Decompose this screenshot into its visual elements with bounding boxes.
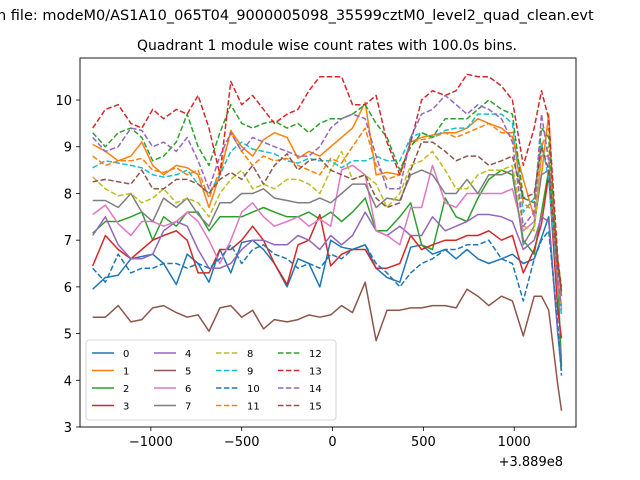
series-line-7 [92, 169, 563, 297]
series-line-3 [92, 174, 563, 339]
chart-suptitle: n file: modeM0/AS1A10_065T04_9000005098_… [0, 8, 594, 24]
series-layer [92, 73, 563, 411]
series-line-4 [92, 211, 563, 358]
series-line-12 [92, 99, 563, 288]
legend-label-4: 4 [185, 349, 191, 360]
y-tick-label: 7 [64, 234, 72, 249]
x-tick-label: −1000 [129, 435, 173, 450]
series-line-10 [92, 230, 563, 376]
x-tick-label: 1000 [498, 435, 531, 450]
y-tick-label: 6 [64, 281, 72, 296]
legend-label-10: 10 [247, 384, 260, 395]
x-offset-label: +3.889e8 [499, 455, 563, 470]
legend-box [85, 339, 337, 421]
legend-label-6: 6 [185, 384, 191, 395]
legend-label-0: 0 [123, 349, 129, 360]
series-line-8 [92, 145, 563, 287]
legend-label-5: 5 [185, 367, 191, 378]
series-line-2 [92, 169, 563, 367]
legend-label-15: 15 [309, 402, 322, 413]
legend-label-11: 11 [247, 402, 260, 413]
legend-label-12: 12 [309, 349, 322, 360]
series-line-14 [92, 94, 563, 306]
chart-title: Quadrant 1 module wise count rates with … [137, 38, 517, 54]
legend-label-13: 13 [309, 367, 322, 378]
legend-label-8: 8 [247, 349, 253, 360]
x-tick-label: 500 [411, 435, 436, 450]
series-line-1 [92, 101, 563, 297]
y-tick-label: 5 [64, 328, 72, 343]
series-line-11 [92, 122, 563, 306]
y-tick-label: 9 [64, 141, 72, 156]
legend-label-2: 2 [123, 384, 129, 395]
series-line-9 [92, 113, 563, 315]
series-line-5 [92, 281, 563, 411]
y-tick-label: 4 [64, 374, 72, 389]
y-tick-label: 8 [64, 187, 72, 202]
legend-label-14: 14 [309, 384, 322, 395]
x-tick-label: −500 [224, 435, 260, 450]
series-line-0 [92, 216, 563, 371]
legend-label-3: 3 [123, 402, 129, 413]
y-tick-label: 3 [64, 421, 72, 436]
series-line-15 [92, 141, 563, 292]
series-line-13 [92, 73, 563, 292]
x-tick-label: 0 [328, 435, 336, 450]
legend-label-9: 9 [247, 367, 253, 378]
plot-frame [79, 57, 577, 428]
legend-label-1: 1 [123, 367, 129, 378]
y-tick-label: 10 [55, 94, 72, 109]
legend-label-7: 7 [185, 402, 191, 413]
